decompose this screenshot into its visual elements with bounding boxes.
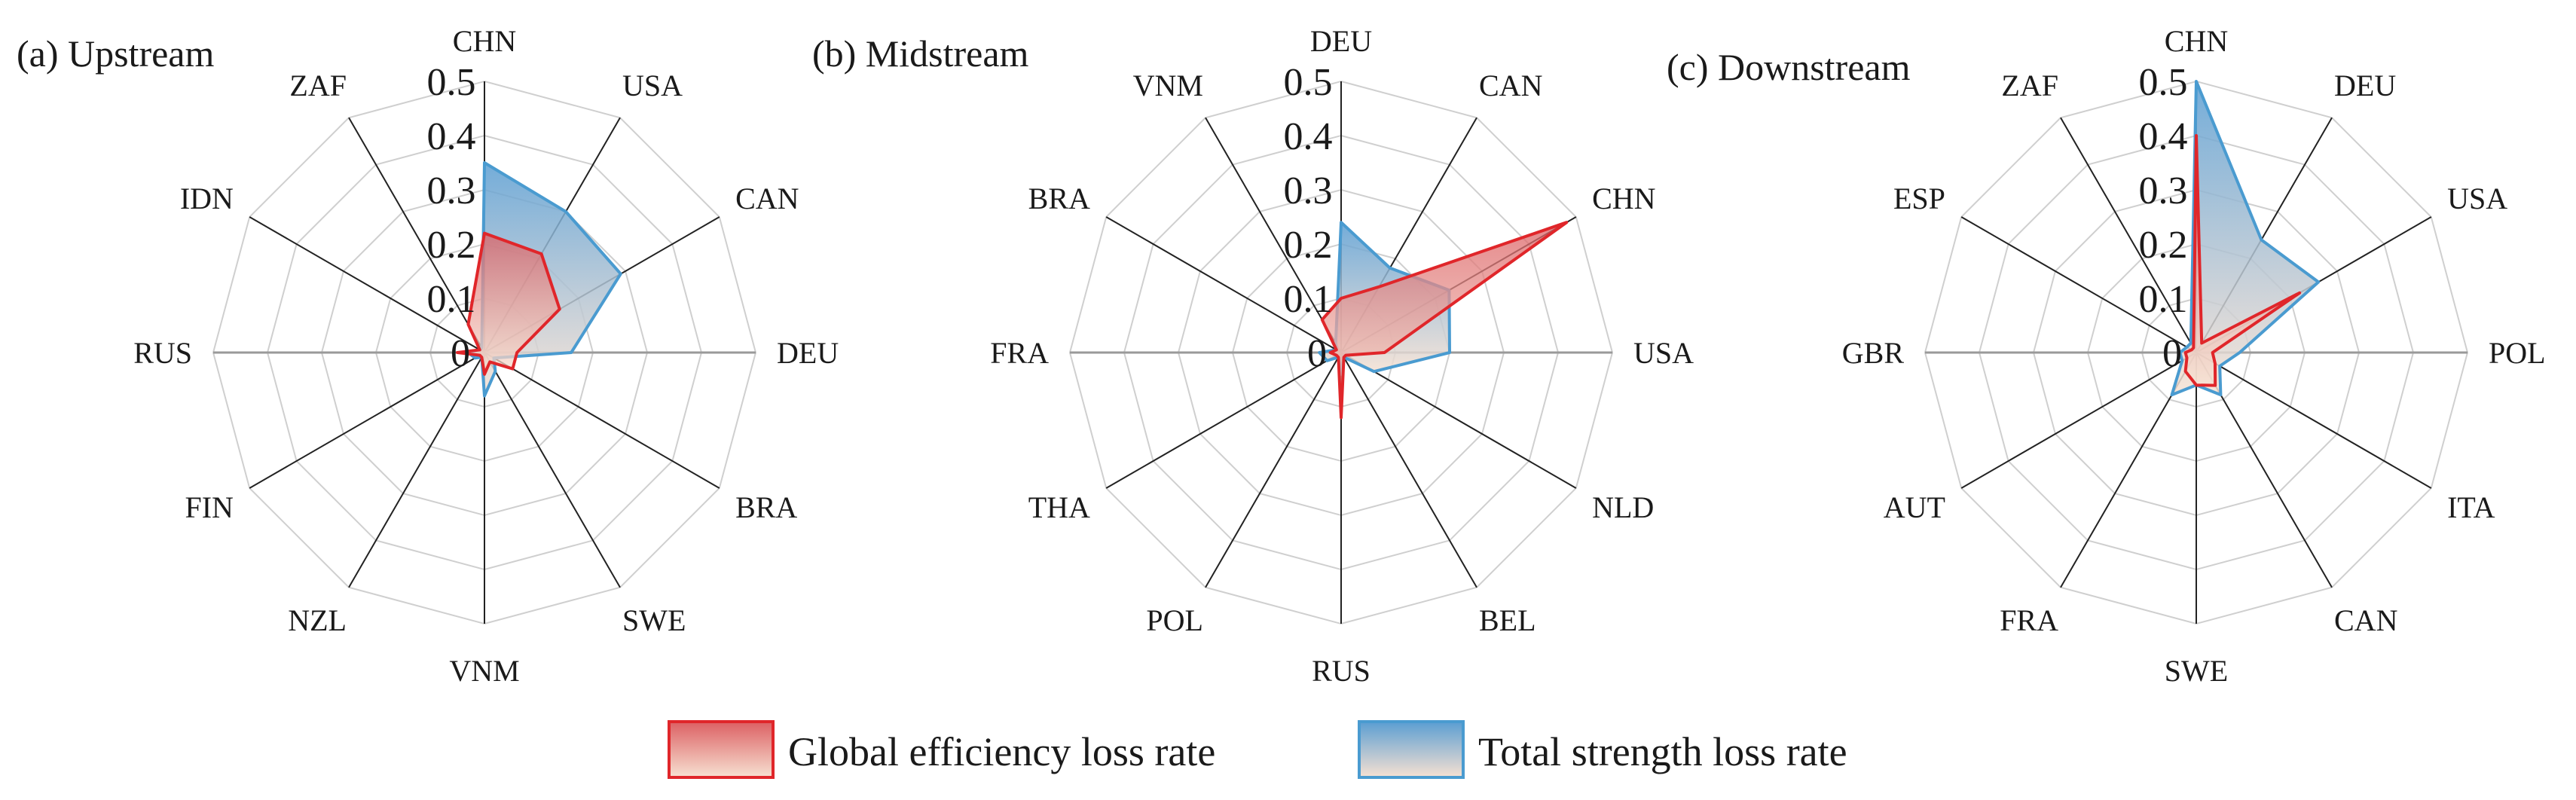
axis-label-gbr: GBR [1842, 336, 1905, 370]
spoke-swe [484, 352, 621, 588]
series-global-efficiency-area [1320, 221, 1569, 420]
tick-label: 0.3 [2139, 169, 2188, 212]
spoke-ita [2196, 352, 2432, 489]
spoke-nld [1340, 352, 1577, 489]
axis-label-vnm: VNM [1133, 69, 1203, 102]
tick-label: 0.2 [427, 224, 476, 267]
spoke-aut [1960, 352, 2197, 489]
tick-label: 0.2 [1284, 224, 1333, 267]
tick-label: 0 [2162, 332, 2182, 375]
spoke-vnm [1205, 117, 1342, 353]
axis-label-can: CAN [735, 182, 799, 215]
axis-label-deu: DEU [1310, 24, 1372, 58]
axis-label-esp: ESP [1893, 182, 1945, 215]
series-global-efficiency-area [456, 231, 561, 376]
axis-label-usa: USA [1633, 336, 1694, 370]
tick-label: 0.3 [427, 169, 476, 212]
axis-label-bra: BRA [735, 490, 797, 524]
spoke-pol [1205, 352, 1342, 588]
axis-label-chn: CHN [2165, 24, 2228, 58]
axis-label-zaf: ZAF [289, 69, 347, 102]
axis-label-ita: ITA [2447, 490, 2495, 524]
spoke-idn [249, 216, 485, 353]
spoke-bel [1340, 352, 1477, 588]
tick-label: 0.1 [427, 278, 476, 321]
axis-label-can: CAN [1479, 69, 1542, 102]
tick-label: 0.1 [2139, 278, 2188, 321]
axis-label-fra: FRA [2000, 603, 2058, 637]
axis-label-vnm: VNM [449, 654, 519, 688]
axis-label-can: CAN [2334, 603, 2397, 637]
series-global-efficiency-area [2183, 134, 2302, 387]
spoke-nzl [348, 352, 485, 588]
axis-label-fin: FIN [185, 490, 233, 524]
axis-label-pol: POL [2489, 336, 2546, 370]
panel-title-downstream: (c) Downstream [1667, 46, 1911, 88]
axis-label-chn: CHN [1592, 182, 1655, 215]
axis-label-rus: RUS [133, 336, 192, 370]
axis-label-nzl: NZL [288, 603, 347, 637]
spoke-bra [484, 352, 720, 489]
tick-label: 0 [1307, 332, 1327, 375]
spoke-tha [1105, 352, 1342, 489]
spoke-zaf [2060, 117, 2197, 353]
axis-label-nld: NLD [1592, 490, 1654, 524]
legend-label-total-strength: Total strength loss rate [1478, 729, 1847, 774]
legend-swatch-global-efficiency [668, 720, 775, 779]
legend-swatch-total-strength [1358, 720, 1465, 779]
legend: Global efficiency loss rate Total streng… [668, 720, 1847, 779]
tick-label: 0.3 [1284, 169, 1333, 212]
spoke-zaf [348, 117, 485, 353]
tick-label: 0.4 [2139, 115, 2188, 158]
tick-label: 0.2 [2139, 224, 2188, 267]
axis-label-zaf: ZAF [2001, 69, 2058, 102]
panel-title-upstream: (a) Upstream [17, 32, 214, 75]
axis-label-swe: SWE [2165, 654, 2228, 688]
spoke-bra [1105, 216, 1342, 353]
axis-label-idn: IDN [180, 182, 234, 215]
tick-label: 0 [451, 332, 470, 375]
axis-label-bel: BEL [1479, 603, 1536, 637]
axis-label-swe: SWE [622, 603, 686, 637]
tick-label: 0.5 [2139, 61, 2188, 104]
spoke-fin [249, 352, 485, 489]
axis-label-tha: THA [1028, 490, 1090, 524]
tick-label: 0.5 [427, 61, 476, 104]
legend-label-global-efficiency: Global efficiency loss rate [788, 729, 1215, 774]
tick-label: 0.1 [1284, 278, 1333, 321]
axis-label-bra: BRA [1028, 182, 1090, 215]
axis-label-usa: USA [2447, 182, 2507, 215]
axis-label-pol: POL [1146, 603, 1203, 637]
axis-label-rus: RUS [1312, 654, 1371, 688]
axis-label-chn: CHN [453, 24, 516, 58]
axis-label-deu: DEU [777, 336, 839, 370]
tick-label: 0.4 [427, 115, 476, 158]
tick-label: 0.4 [1284, 115, 1333, 158]
axis-label-deu: DEU [2334, 69, 2396, 102]
spoke-esp [1960, 216, 2197, 353]
tick-label: 0.5 [1284, 61, 1333, 104]
panel-title-midstream: (b) Midstream [812, 32, 1029, 75]
axis-label-aut: AUT [1884, 490, 1945, 524]
axis-label-fra: FRA [990, 336, 1049, 370]
axis-label-usa: USA [622, 69, 683, 102]
